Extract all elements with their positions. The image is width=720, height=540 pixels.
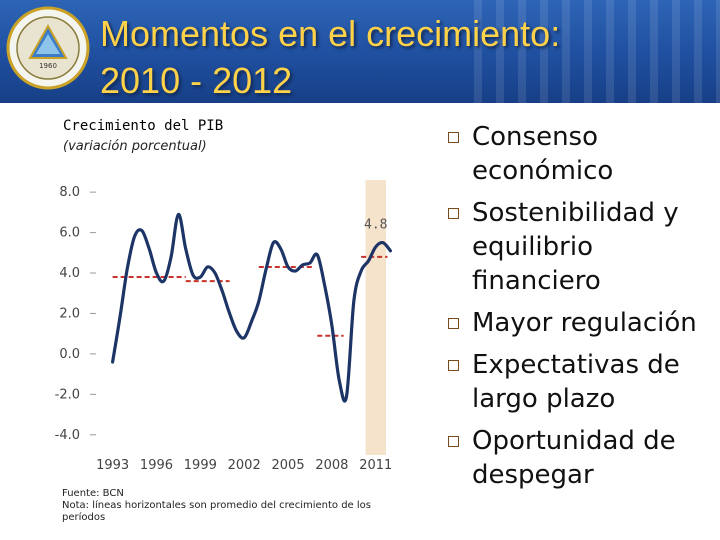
y-tick-label: -4.0 [55, 428, 80, 443]
page-title: Momentos en el crecimiento: 2010 - 2012 [100, 10, 700, 103]
x-tick-label: 2005 [272, 458, 305, 473]
svg-text:1960: 1960 [39, 62, 57, 70]
header-stripes [460, 0, 720, 103]
page-title-line-2: 2010 - 2012 [100, 60, 293, 101]
bullet-item: Mayor regulación [446, 306, 716, 340]
bullet-text: Oportunidad de despegar [472, 426, 676, 490]
header-banner: 1960 Momentos en el crecimiento: 2010 - … [0, 0, 720, 103]
bullet-text: Sostenibilidad y equilibrio financiero [472, 198, 679, 296]
square-bullet-icon [448, 318, 459, 329]
highlight-band [365, 180, 386, 455]
x-tick-label: 2008 [315, 458, 348, 473]
x-tick-label: 1999 [184, 458, 217, 473]
square-bullet-icon [448, 436, 459, 447]
bullet-item: Expectativas de largo plazo [446, 348, 716, 416]
x-tick-label: 2002 [228, 458, 261, 473]
bullet-item: Oportunidad de despegar [446, 424, 716, 492]
data-label-2011: 4.8 [364, 218, 387, 233]
y-tick-label: 6.0 [59, 226, 80, 241]
gdp-growth-series-line [111, 212, 392, 403]
central-bank-seal-logo: 1960 [6, 6, 90, 90]
chart-note: Nota: líneas horizontales son promedio d… [62, 500, 375, 523]
bullet-item: Sostenibilidad y equilibrio financiero [446, 196, 716, 298]
x-tick-label: 1993 [96, 458, 129, 473]
bullet-text: Consenso económico [472, 122, 614, 186]
x-tick-label: 1996 [140, 458, 173, 473]
y-tick-label: 8.0 [59, 185, 80, 200]
bullet-item: Consenso económico [446, 120, 716, 188]
square-bullet-icon [448, 132, 459, 143]
square-bullet-icon [448, 360, 459, 371]
y-tick-label: 4.0 [59, 266, 80, 281]
bullet-text: Mayor regulación [472, 308, 697, 338]
square-bullet-icon [448, 208, 459, 219]
chart-title: Crecimiento del PIB [63, 118, 224, 134]
chart-notes: Fuente: BCN Nota: líneas horizontales so… [62, 488, 412, 524]
y-tick-label: 0.0 [59, 347, 80, 362]
bullet-list: Consenso económico Sostenibilidad y equil… [446, 120, 716, 500]
x-tick-label: 2011 [359, 458, 392, 473]
bullet-text: Expectativas de largo plazo [472, 350, 680, 414]
chart-source: Fuente: BCN [62, 488, 124, 499]
y-tick-label: 2.0 [59, 306, 80, 321]
y-tick-label: -2.0 [55, 387, 80, 402]
chart-subtitle: (variación porcentual) [63, 139, 207, 154]
page-title-line-1: Momentos en el crecimiento: [100, 13, 561, 54]
gdp-growth-line-chart: 8.0 6.0 4.0 2.0 0.0 -2.0 -4.0 1993 1996 1999 2002 2… [55, 180, 392, 473]
